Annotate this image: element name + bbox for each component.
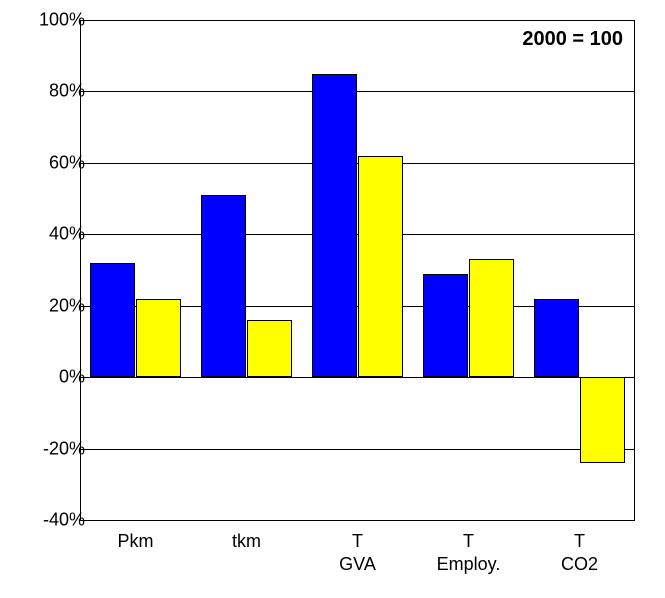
y-tick-label: 0%: [15, 367, 85, 388]
gridline: [80, 520, 635, 521]
y-tick-label: 20%: [15, 295, 85, 316]
bar-series-a: [312, 74, 358, 378]
gridline: [80, 91, 635, 92]
bar-chart: 2000 = 100 -40% -20% 0% 20% 40% 60% 80% 100% Pkm…: [0, 0, 665, 598]
bar-series-a: [423, 274, 469, 378]
y-tick-label: 40%: [15, 224, 85, 245]
y-tick-label: -20%: [15, 438, 85, 459]
y-tick-label: -40%: [15, 510, 85, 531]
x-tick-label: Pkm: [80, 530, 191, 553]
bar-series-b: [136, 299, 182, 378]
x-tick-label: TCO2: [524, 530, 635, 575]
plot-area: 2000 = 100: [80, 20, 635, 520]
gridline: [80, 449, 635, 450]
bar-series-b: [580, 377, 626, 463]
x-tick-label: TGVA: [302, 530, 413, 575]
x-tick-label: TEmploy.: [413, 530, 524, 575]
x-tick-label: tkm: [191, 530, 302, 553]
bar-series-a: [90, 263, 136, 377]
y-tick-label: 80%: [15, 81, 85, 102]
bar-series-a: [534, 299, 580, 378]
chart-annotation: 2000 = 100: [522, 28, 623, 51]
gridline: [80, 20, 635, 21]
y-tick-label: 100%: [15, 10, 85, 31]
bar-series-b: [247, 320, 293, 377]
bar-series-b: [469, 259, 515, 377]
bar-series-b: [358, 156, 404, 377]
y-tick-label: 60%: [15, 152, 85, 173]
bar-series-a: [201, 195, 247, 377]
gridline: [80, 377, 635, 378]
